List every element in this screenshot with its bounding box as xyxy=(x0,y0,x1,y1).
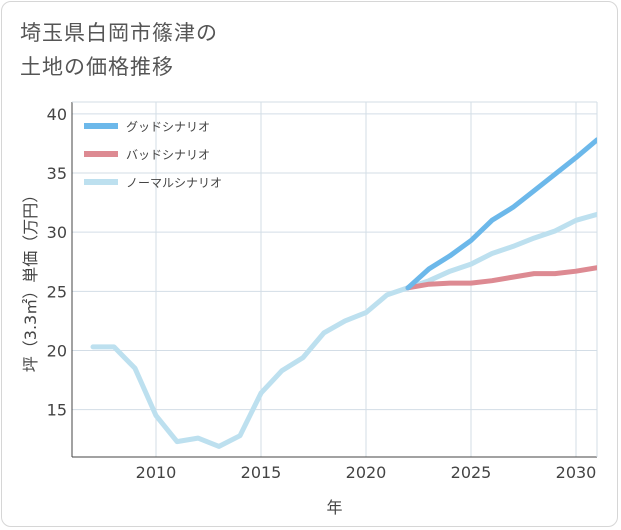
chart-title: 埼玉県白岡市篠津の 土地の価格推移 xyxy=(20,16,218,84)
y-tick-label: 20 xyxy=(47,342,67,361)
bad-scenario-legend-label: バッドシナリオ xyxy=(126,148,210,162)
series-lines xyxy=(90,137,597,449)
x-tick-label: 2015 xyxy=(241,463,282,482)
grid xyxy=(72,102,597,457)
y-tick-label: 15 xyxy=(47,401,67,420)
good-scenario-line xyxy=(405,137,597,291)
y-tick-label: 30 xyxy=(47,223,67,242)
y-tick-label: 35 xyxy=(47,164,67,183)
bad-scenario-line xyxy=(405,265,597,291)
y-tick-label: 25 xyxy=(47,282,67,301)
title-line-1: 埼玉県白岡市篠津の xyxy=(20,21,218,45)
normal-scenario-legend-label: ノーマルシナリオ xyxy=(126,176,222,190)
x-axis-label: 年 xyxy=(326,498,342,517)
x-tick-label: 2030 xyxy=(556,463,597,482)
x-tick-label: 2020 xyxy=(346,463,387,482)
y-tick-label: 40 xyxy=(47,105,67,124)
axes xyxy=(71,101,598,458)
x-tick-label: 2025 xyxy=(451,463,492,482)
x-tick-label: 2010 xyxy=(136,463,177,482)
normal-scenario-line xyxy=(90,211,597,449)
y-axis-label: 坪（3.3㎡）単価（万円） xyxy=(21,187,40,372)
title-line-2: 土地の価格推移 xyxy=(20,55,174,79)
good-scenario-legend-label: グッドシナリオ xyxy=(126,120,210,134)
